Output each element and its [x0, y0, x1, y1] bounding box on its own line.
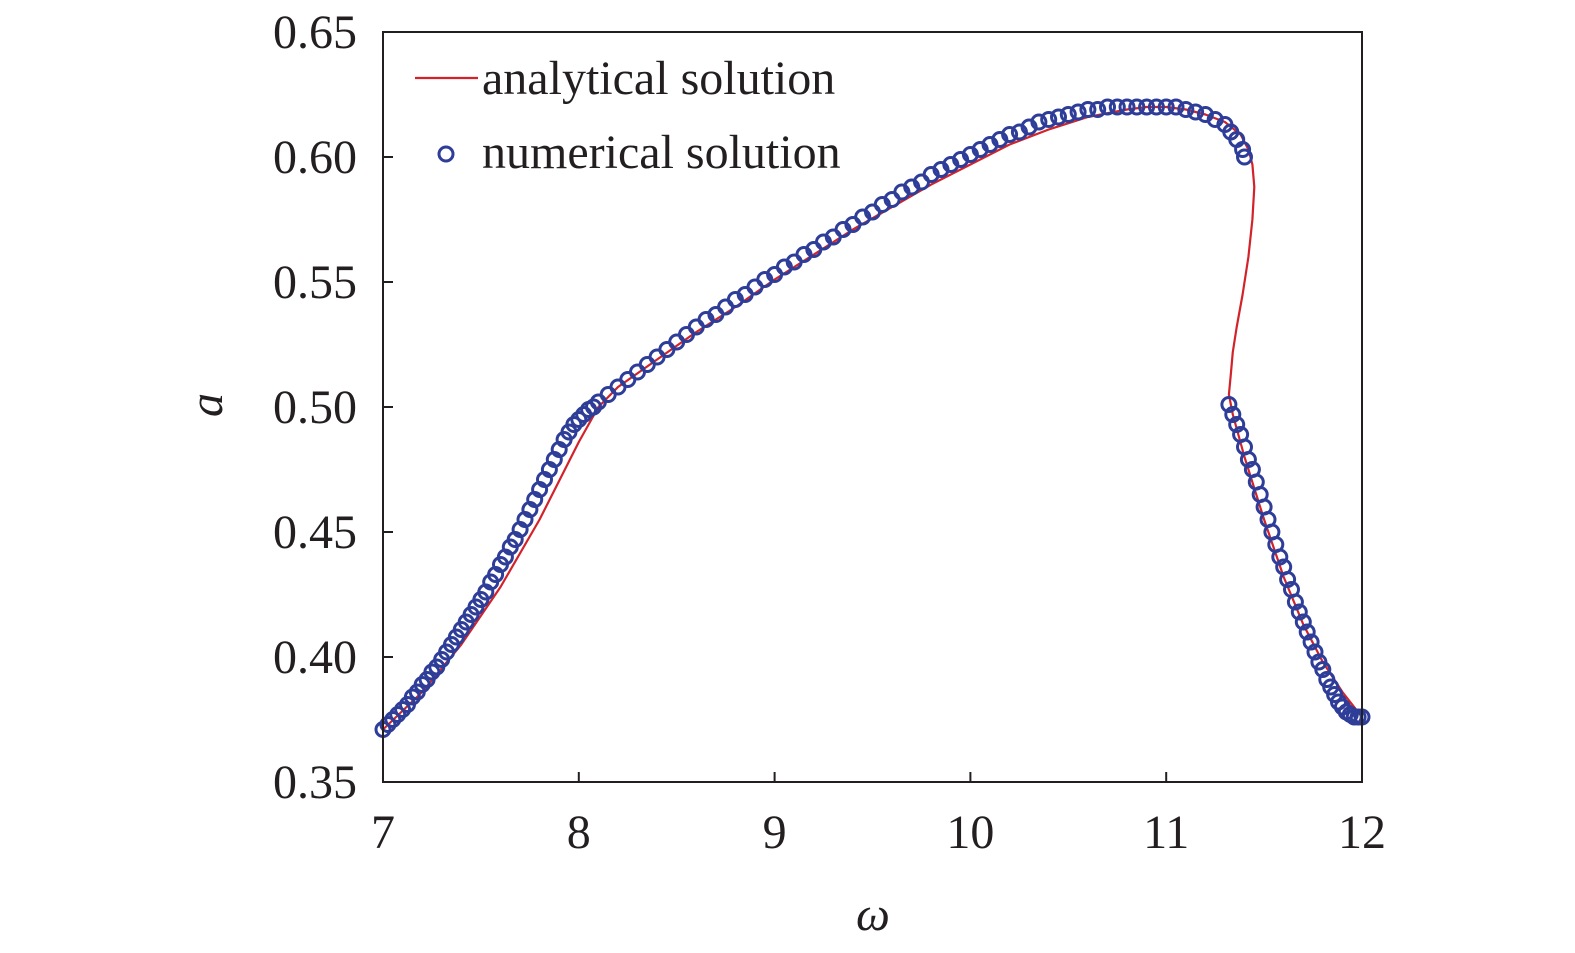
numerical-solution-point: [1040, 111, 1058, 128]
y-tick-label: 0.40: [273, 631, 357, 684]
numerical-solution-point: [1306, 643, 1324, 661]
analytical-solution-line: [382, 105, 1363, 731]
numerical-solution-point: [1228, 416, 1246, 433]
numerical-solution-point: [403, 688, 421, 706]
numerical-solution-point: [1177, 101, 1195, 118]
numerical-solution-point: [1239, 451, 1257, 468]
numerical-solution-point: [1079, 101, 1097, 118]
numerical-solution-point: [1302, 633, 1320, 651]
numerical-solution-point: [585, 398, 602, 416]
numerical-solution-point: [1298, 623, 1316, 641]
numerical-solution-point: [1118, 98, 1136, 116]
numerical-solution-point: [1314, 661, 1332, 678]
numerical-solution-point: [1187, 103, 1205, 121]
numerical-solution-point: [565, 416, 583, 433]
x-tick-label: 8: [567, 806, 591, 859]
numerical-solution-point: [384, 711, 402, 728]
numerical-solution-point: [1286, 593, 1304, 611]
numerical-solution-point: [1138, 98, 1156, 116]
legend: analytical solution numerical solution: [415, 52, 841, 179]
numerical-solution-point: [1234, 141, 1252, 158]
numerical-solution-point: [389, 706, 407, 723]
y-tick-label: 0.65: [273, 6, 357, 59]
numerical-solution-point: [1290, 603, 1308, 621]
numerical-solution-point: [1030, 113, 1048, 131]
numerical-solution-point: [1279, 571, 1297, 588]
x-tick-label: 7: [371, 806, 395, 859]
numerical-solution-point: [1128, 98, 1146, 116]
numerical-solution-point: [1099, 98, 1116, 116]
plot-series: [374, 98, 1371, 738]
numerical-solution-point: [1224, 406, 1242, 423]
x-tick-label: 12: [1338, 806, 1386, 859]
numerical-solution-point: [1271, 548, 1289, 566]
x-tick-label: 10: [946, 806, 994, 859]
numerical-solution-point: [379, 716, 397, 733]
numerical-solution-point: [1236, 148, 1253, 166]
numerical-solution-point: [423, 663, 441, 681]
numerical-solution-point: [1167, 98, 1185, 116]
numerical-solution-point: [570, 411, 588, 428]
numerical-solution-point: [1294, 613, 1312, 631]
numerical-solution-point: [1001, 126, 1019, 143]
numerical-solution-point: [1147, 98, 1165, 116]
legend-label-analytical: analytical solution: [482, 52, 835, 105]
numerical-solution-point: [1108, 98, 1126, 116]
y-axis-label: a: [180, 393, 233, 417]
numerical-solution-point: [394, 701, 412, 718]
numerical-solution-point: [1157, 98, 1175, 116]
numerical-solution-point: [1089, 101, 1107, 118]
numerical-solution-point: [1059, 106, 1077, 123]
y-tick-label: 0.35: [273, 756, 357, 809]
y-tick-label: 0.55: [273, 256, 357, 309]
numerical-solution-point: [1050, 108, 1067, 126]
y-axis-ticks: 0.35 0.40 0.45 0.50 0.55 0.60 0.65: [273, 6, 393, 809]
y-tick-label: 0.60: [273, 131, 357, 184]
numerical-solution-point: [1220, 396, 1238, 413]
x-axis-ticks: 7 8 9 10 11 12: [371, 772, 1386, 859]
x-axis-label: ω: [856, 888, 890, 941]
legend-marker-swatch: [437, 145, 455, 163]
numerical-solution-point: [1069, 103, 1087, 121]
y-tick-label: 0.50: [273, 381, 357, 434]
x-tick-label: 11: [1143, 806, 1189, 859]
numerical-solution-point: [413, 676, 431, 693]
x-tick-label: 9: [763, 806, 787, 859]
legend-label-numerical: numerical solution: [482, 126, 841, 179]
y-tick-label: 0.45: [273, 506, 357, 559]
